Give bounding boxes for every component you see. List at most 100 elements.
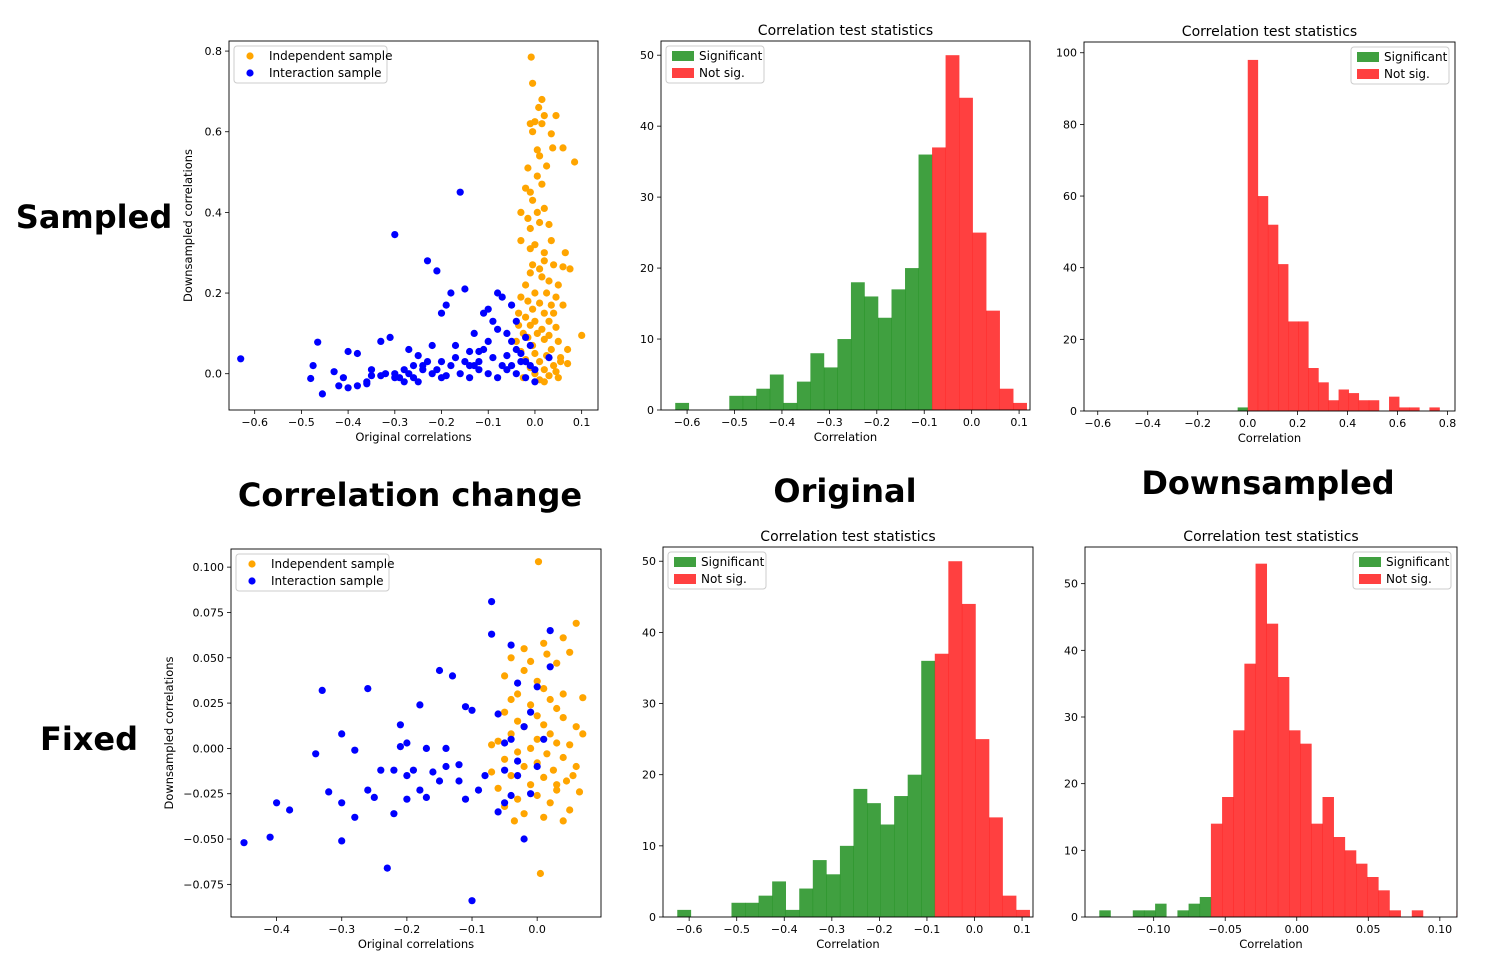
scatter-point xyxy=(481,772,489,780)
scatter-point xyxy=(522,281,530,289)
series-0-bars xyxy=(1237,407,1249,411)
scatter-point xyxy=(540,813,548,821)
scatter-point xyxy=(447,289,455,297)
x-tick-label: −0.1 xyxy=(459,923,486,936)
scatter-point xyxy=(514,795,522,803)
scatter-point xyxy=(515,309,523,317)
scatter-point xyxy=(507,641,515,649)
legend-box xyxy=(235,553,390,592)
legend-box xyxy=(233,45,388,84)
scatter-point xyxy=(470,329,478,337)
histogram-bar xyxy=(934,653,949,917)
scatter-point xyxy=(524,214,532,222)
scatter-point xyxy=(494,808,502,816)
scatter-point xyxy=(307,374,315,383)
histogram-bar xyxy=(1257,196,1269,411)
scatter-point xyxy=(550,309,558,317)
scatter-point xyxy=(507,791,515,800)
scatter-point xyxy=(536,152,544,160)
y-tick-label: 0 xyxy=(1071,911,1078,924)
axes-frame xyxy=(228,40,599,411)
scatter-point xyxy=(325,788,333,796)
histogram-bar xyxy=(1233,730,1245,917)
x-tick-label: −0.3 xyxy=(328,923,355,936)
plot-area xyxy=(1099,563,1457,917)
histogram-bar xyxy=(675,402,690,410)
scatter-point xyxy=(546,799,554,807)
scatter-point xyxy=(569,772,577,780)
scatter-point xyxy=(531,118,539,126)
scatter-point xyxy=(338,799,346,807)
scatter-point xyxy=(344,384,352,392)
histogram-bar xyxy=(1210,823,1223,917)
histogram-bar xyxy=(1311,823,1323,917)
y-tick-label: 0.8 xyxy=(205,45,223,58)
scatter-point xyxy=(536,358,544,366)
x-tick-label: 0.6 xyxy=(1389,417,1407,430)
legend-swatch xyxy=(1357,52,1379,62)
legend-swatch xyxy=(672,68,694,78)
scatter-point xyxy=(468,897,476,905)
x-tick-label: 0.0 xyxy=(526,416,544,429)
y-tick-label: 20 xyxy=(640,262,654,275)
histogram-bar xyxy=(729,395,744,410)
scatter-point xyxy=(367,372,376,380)
y-tick-label: 0.4 xyxy=(205,206,223,219)
series-1-points xyxy=(240,598,554,905)
histogram-bar xyxy=(1267,224,1279,411)
legend-swatch xyxy=(1359,574,1381,584)
y-tick-label: 40 xyxy=(640,120,654,133)
scatter-point xyxy=(514,717,522,725)
scatter-point xyxy=(559,263,567,271)
plot-area xyxy=(677,561,1030,917)
scatter-point xyxy=(442,301,450,309)
scatter-point xyxy=(466,347,474,356)
scatter-point xyxy=(520,835,528,843)
x-axis-label: Original correlations xyxy=(355,430,471,444)
scatter-point xyxy=(484,305,492,313)
scatter-point xyxy=(428,341,436,350)
scatter-point xyxy=(550,261,558,269)
legend-entry-label: Not sig. xyxy=(1384,67,1430,81)
scatter-point xyxy=(435,666,444,675)
scatter-point xyxy=(529,305,537,313)
x-tick-label: 0.00 xyxy=(1285,923,1310,936)
scatter-point xyxy=(377,337,385,345)
scatter-point xyxy=(286,806,294,814)
scatter-point xyxy=(507,654,515,662)
scatter-point xyxy=(501,766,509,774)
histogram-bar xyxy=(945,55,960,410)
x-tick-label: 0.1 xyxy=(1010,416,1028,429)
scatter-point xyxy=(533,683,541,691)
scatter-point xyxy=(533,762,541,771)
scatter-point xyxy=(367,366,376,374)
histogram-bar xyxy=(877,317,892,410)
downsampled-hist-top: −0.6 −0.4 −0.2 0.0 0.2 0.4 0.6 0.8 0 20 40 60 80 100 C… xyxy=(1056,24,1456,445)
scatter-point xyxy=(520,666,528,675)
legend-marker xyxy=(248,577,256,585)
scatter-point xyxy=(547,301,555,309)
y-tick-label: 0.050 xyxy=(193,652,225,665)
histogram-bar xyxy=(921,660,936,917)
plot-area xyxy=(675,55,1027,410)
scatter-point xyxy=(503,329,511,337)
histogram-bar xyxy=(1002,895,1017,917)
scatter-point xyxy=(527,53,535,61)
histogram-bar xyxy=(1318,382,1329,411)
histogram-bar xyxy=(850,282,865,410)
scatter-point xyxy=(514,757,522,765)
histogram-bar xyxy=(810,353,825,410)
series-1-points xyxy=(237,188,553,398)
scatter-point xyxy=(538,95,546,104)
histogram-bar xyxy=(839,845,854,917)
scatter-point xyxy=(554,281,562,289)
scatter-point xyxy=(494,784,502,792)
histogram-bar xyxy=(1378,890,1390,917)
scatter-point xyxy=(557,358,565,366)
histogram-bar xyxy=(1348,393,1360,411)
scatter-point xyxy=(396,743,404,751)
y-tick-label: 0.2 xyxy=(205,287,223,300)
scatter-point xyxy=(559,753,567,762)
scatter-point xyxy=(531,378,539,386)
scatter-point xyxy=(527,657,535,666)
